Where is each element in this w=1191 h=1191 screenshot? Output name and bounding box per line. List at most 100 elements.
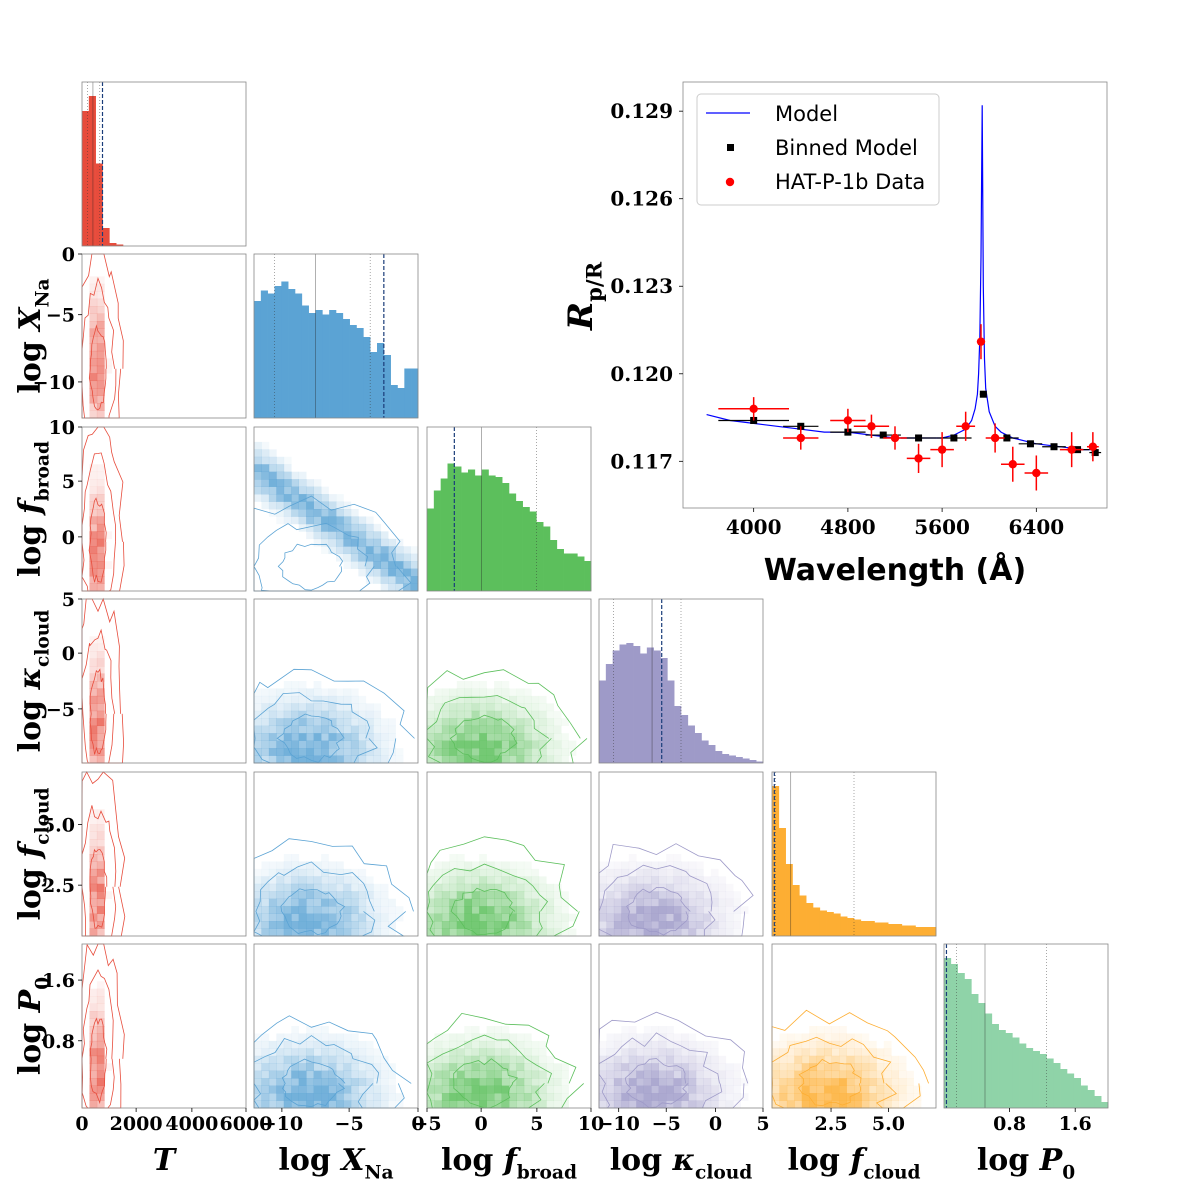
density-cell [471,718,480,727]
hist-bar-logfc [854,919,862,936]
density-cell [824,1100,832,1109]
density-cell [516,891,525,900]
density-cell [501,1063,510,1072]
density-cell [336,883,344,892]
hist-bar-logfb [522,507,530,591]
density-cell [531,695,540,704]
density-cell [343,703,352,712]
density-cell [516,921,525,929]
density-cell [328,516,337,525]
density-cell [358,740,367,749]
density-cell [261,441,270,450]
density-cell [695,1100,704,1109]
density-cell [321,494,329,502]
density-cell [313,891,322,900]
density-cell [494,876,502,885]
density-cell [613,1078,622,1086]
density-cell [350,1085,359,1094]
density-cell [261,494,270,502]
density-cell [906,1085,914,1094]
ytick-label-logk: 0 [62,643,75,665]
ylabel-logfc-sub: cloud [32,787,53,844]
ylabel-logk-log: log [13,689,48,752]
density-cell [96,471,105,480]
density-cell [643,1026,652,1034]
density-cell [501,883,510,892]
density-cell [628,1033,637,1042]
panel-frame [81,253,247,419]
density-cell [365,718,374,727]
hist-bar-logX [356,328,364,418]
density-cell [306,725,314,734]
density-cell [350,928,359,937]
data-point [796,433,805,443]
density-cell [546,703,555,712]
density-cell [479,681,487,689]
density-cell [96,276,105,285]
density-cell [89,710,98,719]
density-cell [365,553,374,562]
contour-line [624,1058,689,1109]
density-cell [89,553,98,562]
density-cell [321,688,329,697]
density-cell [636,1085,645,1094]
density-cell [553,1100,562,1109]
density-cell [531,928,540,937]
density-cell [613,1100,622,1109]
density-cell [494,868,502,877]
density-cell [427,733,435,741]
hist-bar-logfb [495,477,503,591]
density-cell [831,1070,840,1079]
density-cell [658,928,667,937]
density-cell [666,898,674,907]
density-cell [373,725,382,734]
density-cell [350,1078,359,1086]
density-cell [695,891,704,900]
density-cell [636,883,645,892]
density-cell [599,913,607,922]
spectrum-ylabel: Rp/R [561,261,607,331]
density-cell [456,1040,465,1049]
density-cell [261,906,270,914]
density-cell [658,1070,667,1079]
density-cell [561,1093,569,1101]
density-cell [350,688,359,697]
density-cell [96,1018,105,1027]
density-cell [89,846,98,855]
density-cell [809,1100,818,1109]
density-cell [531,891,540,900]
density-cell [695,913,704,922]
density-cell [410,568,419,577]
density-cell [479,733,487,741]
density-cell [486,921,495,929]
density-cell [373,553,382,562]
density-cell [809,1040,818,1049]
density-cell [336,538,344,547]
density-cell [350,523,359,532]
density-cell [96,298,105,307]
density-cell [321,538,329,547]
hist-bar-logfb [563,553,571,591]
density-cell [643,898,652,907]
density-cell [801,1085,810,1094]
density-cell [350,1048,359,1057]
density-cell [606,891,615,900]
density-cell [449,718,458,727]
density-cell [365,1063,374,1072]
density-cell [703,1063,712,1072]
panel-logP-vs-logk [598,943,764,1109]
density-cell [643,928,652,937]
density-cell [89,1040,98,1049]
density-cell [471,740,480,749]
density-cell [298,1078,307,1086]
density-cell [336,898,344,907]
density-cell [568,748,577,756]
density-cell [298,688,307,697]
density-cell [336,1070,344,1079]
ylabel-logP-text: log P0 [13,977,53,1075]
density-cell [824,1070,832,1079]
density-cell [336,1078,344,1086]
density-cell [380,718,389,727]
density-cell [373,710,382,719]
density-cell [831,1078,840,1086]
